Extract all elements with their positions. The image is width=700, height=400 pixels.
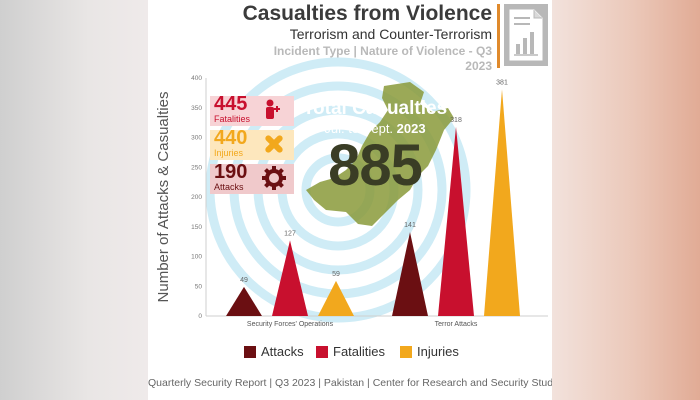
stat-attacks: 190 Attacks [210,161,294,195]
x-category-label-0: Security Forces' Operations [247,321,334,328]
y-tick-label-300: 300 [191,135,202,142]
legend-label-injuries: Injuries [417,344,459,359]
data-label-attacks-terror-attacks: 141 [404,222,416,229]
total-casualties-value: 885 [328,133,423,198]
stat-attacks-value: 190 [214,161,248,183]
y-axis-title: Number of Attacks & Casualties [155,92,172,303]
bar-injuries-security-forces [318,280,354,316]
total-casualties-box: Total Casualties Jul. to Sept. 2023 885 [300,96,450,198]
right-background [552,0,700,400]
page-subtitle: Terrorism and Counter-Terrorism [289,26,492,42]
pakistan-map-shape [306,82,454,226]
legend-label-fatalities: Fatalities [333,344,386,359]
data-label-attacks-security-forces: 49 [240,277,248,284]
footer-source: Quarterly Security Report | Q3 2023 | Pa… [148,377,552,389]
y-tick-label-250: 250 [191,164,202,171]
data-label-fatalities-terror-attacks: 318 [450,117,462,124]
page-subtitle-secondary: Incident Type | Nature of Violence - Q3 … [273,44,492,73]
data-label-injuries-terror-attacks: 381 [496,79,508,86]
y-tick-label-350: 350 [191,105,202,112]
y-tick-label-400: 400 [191,75,202,82]
data-label-fatalities-security-forces: 127 [284,230,296,237]
legend-swatch-injuries [400,346,412,358]
bandage-icon [262,132,286,161]
data-label-injuries-security-forces: 59 [332,271,340,278]
y-tick-label-200: 200 [191,194,202,201]
bar-fatalities-security-forces [272,240,308,316]
title-accent-rule [497,4,500,68]
bar-attacks-security-forces [226,286,262,316]
y-tick-label-50: 50 [195,283,203,290]
stat-injuries: 440 Injuries [210,127,294,161]
total-casualties-title: Total Casualties [302,98,448,119]
total-period-year: 2023 [396,121,426,136]
stat-fatalities: 445 Fatalities [210,93,294,127]
infographic-card: Number of Attacks & Casualties 0 50 100 150… [148,0,552,400]
stat-fatalities-label: Fatalities [214,114,251,124]
page-title: Casualties from Violence [242,2,492,25]
casualties-chart: Number of Attacks & Casualties 0 50 100 150… [155,57,548,328]
bar-attacks-terror-attacks [392,232,428,316]
bar-fatalities-terror-attacks [438,126,474,316]
x-category-label-1: Terror Attacks [435,321,478,328]
y-tick-label-0: 0 [198,313,202,320]
y-tick-label-150: 150 [191,224,202,231]
legend-label-attacks: Attacks [261,344,304,359]
legend-swatch-attacks [244,346,256,358]
stat-injuries-label: Injuries [214,148,244,158]
y-tick-label-100: 100 [191,254,202,261]
total-period-text: Jul. to Sept. [324,121,394,136]
gear-icon [262,166,286,195]
chart-legend: Attacks Fatalities Injuries [244,344,514,362]
total-casualties-period: Jul. to Sept. 2023 [300,121,450,136]
left-background [0,0,148,400]
stat-injuries-value: 440 [214,127,248,149]
stat-attacks-label: Attacks [214,182,244,192]
stat-fatalities-value: 445 [214,93,248,115]
bar-injuries-terror-attacks [484,89,520,317]
report-document-icon [504,4,548,66]
wounded-person-icon [262,98,286,127]
legend-swatch-fatalities [316,346,328,358]
